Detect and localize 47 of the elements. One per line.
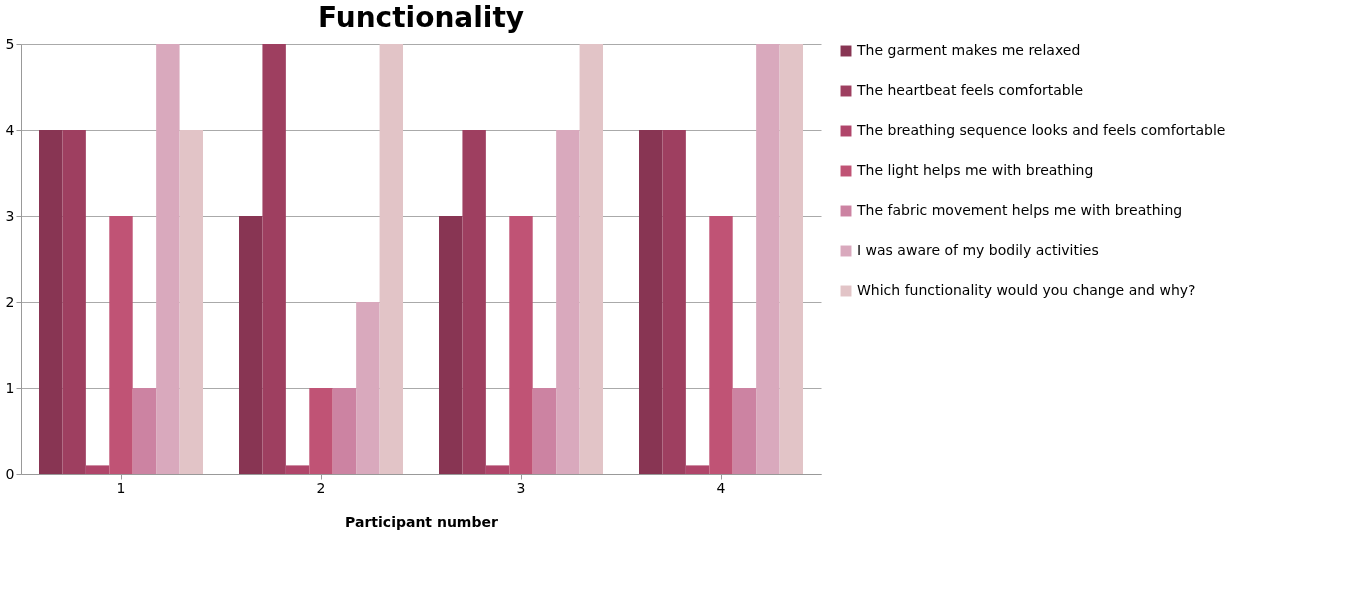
chart-title: Functionality <box>317 1 525 34</box>
y-tick-label: 2 <box>5 293 15 310</box>
bar <box>309 388 333 474</box>
legend-label: The garment makes me relaxed <box>856 42 1081 58</box>
bar <box>332 388 357 474</box>
y-tick-label: 4 <box>5 121 15 138</box>
bar <box>462 130 486 474</box>
y-tick-label: 0 <box>5 465 15 482</box>
bar <box>509 216 533 474</box>
bar <box>132 388 157 474</box>
bar <box>639 130 663 474</box>
x-tick-label: 3 <box>516 479 526 496</box>
y-tick-label: 1 <box>5 379 15 396</box>
legend-label: The light helps me with breathing <box>856 162 1094 178</box>
bar <box>579 44 603 474</box>
bar <box>709 216 733 474</box>
x-tick-label: 2 <box>316 479 326 496</box>
legend-label: The fabric movement helps me with breathing <box>856 202 1183 218</box>
y-tick-label: 5 <box>5 35 15 52</box>
bar <box>85 465 110 474</box>
bar <box>732 388 757 474</box>
bar <box>262 44 286 474</box>
legend-label: I was aware of my bodily activities <box>857 242 1099 258</box>
bar <box>485 465 510 474</box>
legend-label: The breathing sequence looks and feels comfortable <box>856 122 1226 138</box>
bar <box>356 302 380 474</box>
bar <box>109 216 133 474</box>
x-axis-title: Participant number <box>345 513 498 530</box>
bar <box>756 44 780 474</box>
x-tick-label: 4 <box>716 479 726 496</box>
legend-label: Which functionality would you change and why? <box>857 282 1196 298</box>
bar <box>239 216 263 474</box>
x-tick-label: 1 <box>116 479 126 496</box>
bar <box>532 388 557 474</box>
bar <box>179 130 203 474</box>
bar <box>285 465 310 474</box>
bar <box>439 216 463 474</box>
bar <box>39 130 63 474</box>
bar <box>156 44 180 474</box>
bar <box>62 130 86 474</box>
bar <box>379 44 403 474</box>
y-tick-label: 3 <box>5 207 15 224</box>
bar <box>779 44 803 474</box>
bar <box>662 130 686 474</box>
legend-label: The heartbeat feels comfortable <box>856 82 1084 98</box>
bar <box>685 465 710 474</box>
bar <box>556 130 580 474</box>
